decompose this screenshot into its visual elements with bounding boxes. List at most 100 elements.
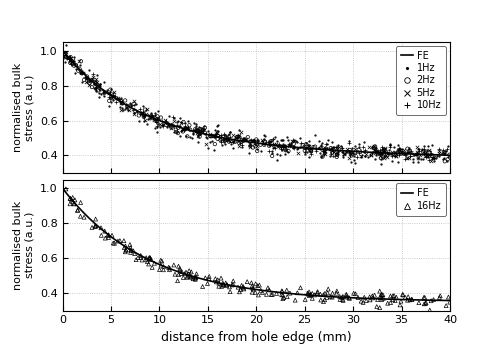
16Hz — [398, 292, 406, 297]
16Hz — [268, 292, 276, 297]
10Hz — [401, 151, 409, 157]
16Hz — [219, 282, 227, 288]
16Hz — [176, 266, 184, 271]
10Hz — [266, 141, 274, 147]
2Hz — [332, 154, 340, 160]
10Hz — [127, 102, 135, 107]
Line: FE: FE — [62, 188, 450, 300]
16Hz — [122, 247, 130, 253]
10Hz — [162, 118, 170, 124]
16Hz — [218, 283, 226, 289]
5Hz — [236, 129, 244, 135]
2Hz — [94, 88, 102, 93]
16Hz — [342, 294, 350, 300]
10Hz — [384, 151, 392, 157]
10Hz — [152, 119, 160, 125]
2Hz — [305, 145, 313, 151]
16Hz — [126, 250, 134, 255]
10Hz — [148, 112, 156, 118]
16Hz — [70, 200, 78, 206]
16Hz — [404, 297, 411, 303]
5Hz — [278, 143, 286, 149]
10Hz — [383, 149, 391, 155]
10Hz — [140, 113, 148, 119]
16Hz — [301, 297, 309, 302]
2Hz — [322, 146, 330, 151]
5Hz — [156, 121, 164, 126]
16Hz — [252, 290, 260, 295]
5Hz — [68, 55, 76, 60]
16Hz — [202, 275, 209, 281]
16Hz — [147, 257, 155, 262]
5Hz — [368, 153, 376, 158]
2Hz — [290, 141, 298, 147]
5Hz — [436, 148, 444, 154]
16Hz — [360, 295, 368, 300]
2Hz — [118, 101, 126, 106]
2Hz — [67, 59, 75, 65]
10Hz — [374, 149, 382, 154]
16Hz — [336, 294, 344, 299]
16Hz — [254, 283, 262, 289]
10Hz — [212, 132, 220, 137]
5Hz — [414, 155, 422, 161]
5Hz — [334, 147, 342, 152]
16Hz — [248, 283, 256, 289]
16Hz — [240, 286, 248, 292]
16Hz — [368, 295, 376, 301]
2Hz — [66, 60, 74, 66]
16Hz — [177, 270, 185, 276]
16Hz — [110, 240, 118, 246]
16Hz — [313, 290, 321, 296]
16Hz — [215, 280, 223, 286]
10Hz — [182, 126, 190, 131]
2Hz — [422, 150, 430, 155]
16Hz — [236, 289, 244, 295]
5Hz — [90, 78, 98, 83]
2Hz — [444, 157, 452, 162]
5Hz — [428, 158, 436, 163]
16Hz — [366, 297, 374, 303]
16Hz — [426, 307, 434, 313]
5Hz — [402, 155, 410, 161]
10Hz — [162, 119, 170, 125]
16Hz — [359, 299, 367, 305]
2Hz — [231, 139, 239, 144]
5Hz — [294, 150, 302, 155]
5Hz — [102, 89, 110, 95]
10Hz — [407, 148, 415, 154]
16Hz — [258, 290, 266, 295]
5Hz — [246, 144, 254, 150]
5Hz — [424, 147, 432, 153]
10Hz — [66, 57, 74, 63]
16Hz — [391, 298, 399, 303]
2Hz — [261, 140, 269, 145]
5Hz — [346, 151, 354, 156]
2Hz — [162, 122, 170, 127]
2Hz — [126, 103, 134, 109]
16Hz — [69, 199, 77, 205]
5Hz — [367, 152, 375, 158]
2Hz — [419, 149, 427, 154]
10Hz — [220, 133, 228, 138]
16Hz — [198, 284, 206, 289]
10Hz — [306, 148, 314, 154]
16Hz — [249, 286, 257, 292]
5Hz — [142, 111, 150, 117]
5Hz — [376, 153, 384, 158]
16Hz — [120, 245, 128, 250]
2Hz — [234, 134, 241, 140]
16Hz — [236, 287, 244, 292]
2Hz — [174, 130, 182, 136]
10Hz — [380, 148, 388, 154]
16Hz — [304, 290, 312, 296]
2Hz — [265, 143, 273, 149]
5Hz — [108, 96, 116, 101]
16Hz — [144, 259, 152, 265]
16Hz — [223, 282, 231, 288]
16Hz — [217, 275, 225, 281]
10Hz — [289, 137, 297, 143]
16Hz — [378, 297, 386, 302]
10Hz — [378, 146, 386, 151]
16Hz — [184, 273, 192, 279]
